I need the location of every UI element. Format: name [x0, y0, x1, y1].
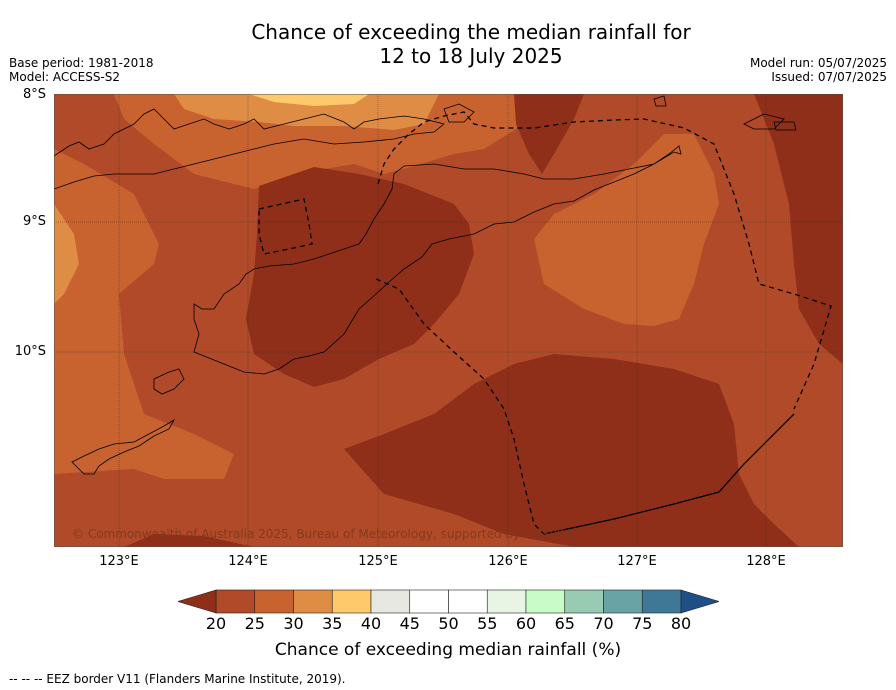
contour-bottomleft-lt20: [124, 534, 254, 547]
contour-left-30-35: [54, 149, 234, 479]
colorbar-cell: [370, 589, 411, 614]
colorbar-cell: [215, 589, 256, 614]
lon-label-126e: 126°E: [488, 554, 528, 569]
colorbar-cell: [293, 589, 333, 614]
colorbar-cells: [215, 589, 682, 614]
eez-solid-south: [543, 413, 795, 535]
chart-title: Chance of exceeding the median rainfall …: [0, 20, 896, 68]
title-line-1: Chance of exceeding the median rainfall …: [251, 20, 691, 44]
colorbar-tick-label: 70: [593, 614, 614, 633]
model-name: Model: ACCESS-S2: [9, 70, 121, 84]
colorbar-tick-label: 45: [399, 614, 420, 633]
colorbar-tick-label: 65: [554, 614, 575, 633]
eez-dashed-inner: [258, 198, 313, 255]
rainfall-map: © Commonwealth of Australia 2025, Bureau…: [54, 94, 843, 547]
colorbar-tick-label: 60: [515, 614, 537, 633]
issued-date: Issued: 07/07/2025: [771, 70, 887, 84]
colorbar-cell: [603, 589, 643, 614]
colorbar-cell: [641, 589, 682, 614]
model-run: Model run: 05/07/2025: [749, 56, 887, 70]
contour-south-lt20: [344, 354, 799, 547]
meta-right: Model run: 05/07/2025 Issued: 07/07/2025: [750, 56, 887, 84]
contour-left-edge-30-35: [54, 204, 79, 304]
colorbar-cell: [331, 589, 372, 614]
colorbar: [178, 589, 719, 614]
lon-label-125e: 125°E: [358, 554, 398, 569]
lat-label-8s: 8°S: [22, 87, 46, 102]
colorbar-tick-label: 30: [283, 614, 304, 633]
lon-label-127e: 127°E: [617, 554, 657, 569]
contour-top-30-35: [174, 94, 439, 130]
colorbar-tick-label: 50: [438, 614, 459, 633]
lon-label-124e: 124°E: [228, 554, 268, 569]
colorbar-tick-label: 55: [477, 614, 498, 633]
coastline-sumba: [71, 418, 176, 475]
lon-label-123e: 123°E: [99, 554, 139, 569]
coastline-islet-2: [653, 95, 667, 107]
colorbar-tick-label: 75: [632, 614, 653, 633]
colorbar-tick-label: 20: [205, 614, 227, 633]
contour-right-25-30: [534, 134, 719, 326]
colorbar-tick-label: 25: [244, 614, 265, 633]
colorbar-tick-label: 40: [360, 614, 382, 633]
colorbar-over-arrow: [680, 589, 719, 614]
coastline-timor: [193, 145, 682, 375]
colorbar-tick-label: 80: [670, 614, 692, 633]
coastline-rote: [153, 368, 185, 395]
colorbar-tick-label: 35: [322, 614, 343, 633]
lat-label-10s: 10°S: [14, 344, 46, 359]
lat-label-9s: 9°S: [22, 214, 46, 229]
colorbar-under-arrow: [178, 589, 217, 614]
contour-topright-lt20: [514, 94, 584, 174]
colorbar-label: Chance of exceeding median rainfall (%): [274, 640, 622, 660]
gridlines: [54, 94, 843, 547]
colorbar-cell: [409, 589, 449, 614]
eez-border: [258, 111, 832, 535]
coastline-islet-3: [743, 113, 785, 130]
colorbar-cell: [564, 589, 604, 614]
map-copyright: © Commonwealth of Australia 2025, Bureau…: [72, 527, 577, 541]
lon-label-128e: 128°E: [746, 554, 786, 569]
meta-left: Base period: 1981-2018 Model: ACCESS-S2: [9, 56, 154, 84]
title-line-2: 12 to 18 July 2025: [379, 44, 563, 68]
colorbar-cell: [254, 589, 294, 614]
colorbar-cell: [525, 589, 566, 614]
eez-dashed-central: [375, 278, 545, 535]
contour-top-35-40: [249, 94, 369, 106]
colorbar-cell: [448, 589, 488, 614]
eez-footnote: -- -- -- EEZ border V11 (Flanders Marine…: [9, 672, 346, 686]
coastline-islet-4: [773, 121, 797, 131]
base-period: Base period: 1981-2018: [9, 56, 154, 70]
colorbar-cell: [486, 589, 527, 614]
map-frame: [54, 94, 843, 547]
contour-eastedge-lt20: [754, 94, 843, 364]
coastline-flores: [54, 108, 445, 190]
